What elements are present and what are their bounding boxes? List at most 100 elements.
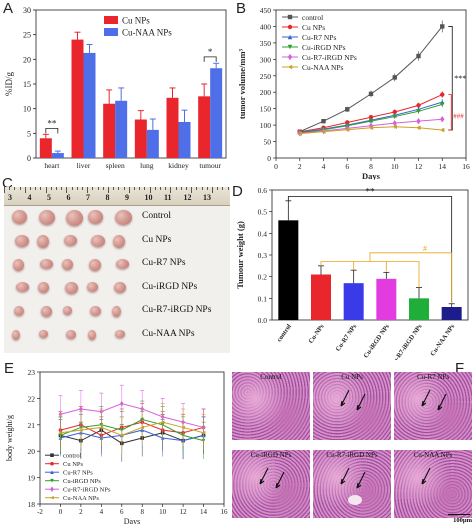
data-point [79,428,83,432]
x-tick-label: 8 [140,508,144,516]
arrow-icon [275,471,285,489]
data-point [416,103,421,108]
ruler-tick [9,187,10,190]
y-tick-label: 0.6 [258,186,268,195]
legend-marker [287,64,293,70]
arrow-icon [356,393,366,411]
legend-marker [287,34,293,40]
ruler-tick [175,187,177,190]
ruler-tick [118,187,119,190]
bar [178,121,191,158]
legend-marker [50,453,54,457]
y-axis-label: Tumour weight (g) [235,221,245,289]
scale-bar-label: 100μm [453,517,472,524]
x-tick-label: 0 [274,162,278,171]
tumor-sample [66,209,84,226]
bar [51,153,64,158]
legend-label: Cu-NAA NPs [63,495,99,502]
y-tick-label: 150 [260,105,272,114]
series-line [60,421,204,436]
bar [146,129,159,158]
ruler-tick [50,187,52,190]
y-tick-label: 100 [260,121,272,130]
significance-bracket [203,56,217,62]
ruler-tick [196,187,197,190]
ruler-tick [186,187,187,190]
histology-arrows [340,467,366,505]
bar [39,138,52,158]
data-point [368,91,374,97]
arrow-icon [340,389,350,407]
significance-label: ### [453,113,464,121]
legend-label: control [63,453,82,460]
ruler-number: 3 [8,193,12,202]
x-tick-label: 4 [322,162,326,171]
tumor-row-label: Cu-NAA NPs [142,328,195,339]
significance-bracket [353,252,453,303]
significance-label: * [208,47,213,57]
bar [343,283,364,320]
y-tick-label: 250 [260,72,272,81]
y-tick-label: 30 [23,6,31,15]
legend-label: Cu NPs [122,16,150,26]
y-tick-label: 10 [23,105,31,114]
chart-e-body-weight: 18 19 20 21 22 23 -2 0 2 4 6 8 10 12 14 16 Days body weig… [5,368,229,524]
ruler-tick [35,187,36,190]
bar [166,97,179,158]
histology-tile: Control [232,372,310,440]
histology-label: Cu-iRGD NPs [250,451,292,459]
y-tick-label: 20 [23,55,31,64]
significance-label: # [423,244,427,253]
histology-label: Cu NPs [341,373,363,381]
ruler-tick [165,187,166,190]
tumor-sample [112,306,121,317]
x-category-label: kidney [168,161,189,170]
data-point [416,53,421,59]
y-tick-label: 0 [267,154,271,163]
legend-marker [50,478,54,483]
ruler-tick [212,187,213,193]
ruler-tick [128,187,130,193]
ruler-tick [45,187,47,193]
ruler-tick [123,187,125,190]
tumor-sample [89,258,101,271]
tumor-sample [91,234,106,247]
bar [441,307,462,320]
x-tick-label: 0 [59,508,63,516]
tumor-row-label: Cu-R7 NPs [142,258,186,268]
x-category-label: spleen [106,161,125,170]
ruler-tick [180,187,182,190]
legend-label: Cu-NAA NPs [302,63,344,72]
legend-label: Cu-iRGD NPs [302,43,346,52]
data-point [440,127,445,133]
ruler-tick [19,187,21,190]
legend-marker [50,470,54,474]
bar [115,100,128,158]
ruler-number: 12 [183,193,192,202]
ruler-tick [227,187,229,190]
x-tick-label: 16 [221,508,229,516]
ruler-tick [102,187,104,190]
tumor-sample [39,209,55,225]
data-point [392,124,397,129]
ruler-number: 8 [105,193,110,202]
panel-letter-c: C [2,175,13,192]
series-line [60,429,204,444]
data-point [297,131,302,136]
chart-a-biodistribution: 0 5 10 15 20 25 30 %ID/g heart liver spleen lung kid… [4,6,227,170]
histology-label: Cu-NAA NPs [413,451,453,459]
tumor-sample [37,234,49,248]
significance-bracket [45,128,59,134]
histology-tile: Cu-R7 NPs [394,372,472,440]
ruler-number: 4 [27,193,32,202]
data-point [440,92,445,97]
data-point [181,425,185,430]
ruler-tick [217,187,218,190]
data-point [416,117,421,125]
panel-letter-b: B [236,0,247,17]
data-point [440,24,445,29]
x-category-label: Cu-NAA NPs [429,323,456,358]
tumor-sample [63,306,73,315]
bar [198,96,211,158]
